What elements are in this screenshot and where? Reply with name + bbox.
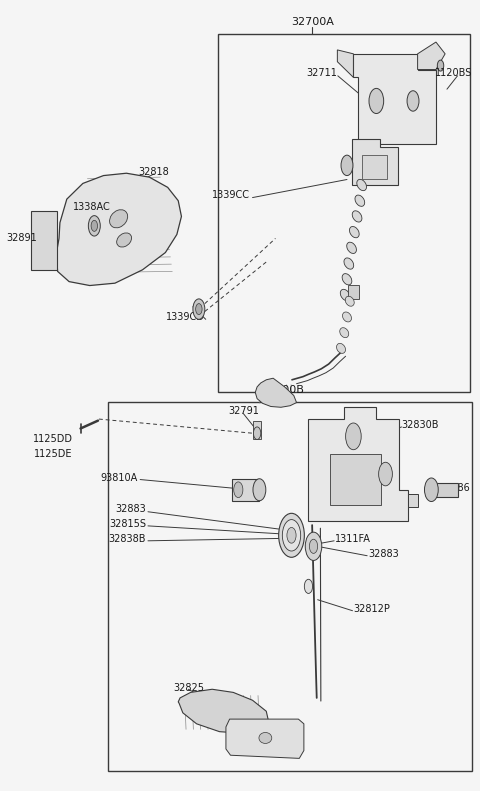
Text: 32830B: 32830B (402, 419, 439, 430)
Text: 32791: 32791 (228, 407, 259, 416)
Text: 32891: 32891 (6, 233, 37, 244)
Text: 32711: 32711 (307, 69, 337, 78)
Bar (232, 479, 259, 501)
Polygon shape (255, 378, 297, 407)
Circle shape (424, 478, 438, 501)
Polygon shape (226, 719, 304, 759)
Polygon shape (418, 42, 445, 70)
Circle shape (305, 532, 322, 561)
Text: 1125DE: 1125DE (34, 449, 73, 460)
Bar (361, 155, 387, 179)
Text: 1338AC: 1338AC (72, 202, 110, 212)
Bar (348, 285, 359, 299)
Polygon shape (178, 689, 269, 733)
Text: 1311FA: 1311FA (335, 534, 371, 544)
Ellipse shape (340, 290, 350, 301)
Bar (218, 34, 470, 392)
Circle shape (304, 579, 312, 593)
Circle shape (282, 520, 300, 551)
Polygon shape (352, 139, 398, 185)
Text: 32886: 32886 (440, 483, 470, 493)
Circle shape (379, 462, 392, 486)
Text: 32800B: 32800B (261, 385, 304, 395)
Text: 32818: 32818 (139, 167, 169, 176)
Polygon shape (408, 494, 418, 507)
Bar (432, 483, 458, 497)
Ellipse shape (352, 210, 362, 222)
Circle shape (310, 539, 318, 554)
Ellipse shape (344, 258, 354, 269)
Text: 93810A: 93810A (101, 473, 138, 483)
Ellipse shape (357, 180, 367, 191)
Ellipse shape (336, 343, 346, 354)
Circle shape (341, 155, 353, 176)
Bar (108, 402, 472, 771)
Text: 32883: 32883 (115, 505, 146, 514)
Polygon shape (308, 407, 408, 521)
Ellipse shape (349, 226, 359, 238)
Ellipse shape (345, 297, 354, 306)
Circle shape (279, 513, 304, 558)
Text: 32825: 32825 (173, 683, 204, 693)
Ellipse shape (342, 274, 352, 285)
Bar (32, 211, 57, 270)
Circle shape (88, 216, 100, 236)
Circle shape (369, 89, 384, 114)
Text: 32700A: 32700A (291, 17, 334, 28)
Ellipse shape (340, 327, 349, 338)
Text: 1339CD: 1339CD (166, 312, 204, 322)
Text: 32812P: 32812P (353, 604, 390, 614)
Ellipse shape (355, 195, 365, 206)
Polygon shape (353, 54, 436, 144)
Circle shape (287, 528, 296, 543)
Text: 32838B: 32838B (108, 534, 146, 544)
Text: 1125DD: 1125DD (33, 433, 73, 444)
Ellipse shape (343, 312, 351, 322)
Circle shape (193, 299, 205, 320)
Circle shape (407, 91, 419, 112)
Circle shape (346, 423, 361, 450)
Circle shape (437, 60, 444, 71)
Ellipse shape (347, 242, 357, 253)
Polygon shape (56, 173, 181, 286)
Circle shape (196, 304, 202, 315)
Circle shape (91, 221, 97, 231)
Bar (253, 422, 261, 439)
Circle shape (234, 482, 243, 498)
Ellipse shape (259, 732, 272, 744)
Text: 32815S: 32815S (109, 520, 146, 529)
Circle shape (253, 479, 266, 501)
Text: 1120BS: 1120BS (435, 69, 473, 78)
Text: 1339CC: 1339CC (212, 190, 250, 200)
Text: 32883: 32883 (368, 549, 399, 559)
Polygon shape (337, 50, 353, 78)
Circle shape (253, 427, 261, 440)
Ellipse shape (109, 210, 128, 228)
Polygon shape (330, 454, 381, 505)
Ellipse shape (117, 233, 132, 247)
